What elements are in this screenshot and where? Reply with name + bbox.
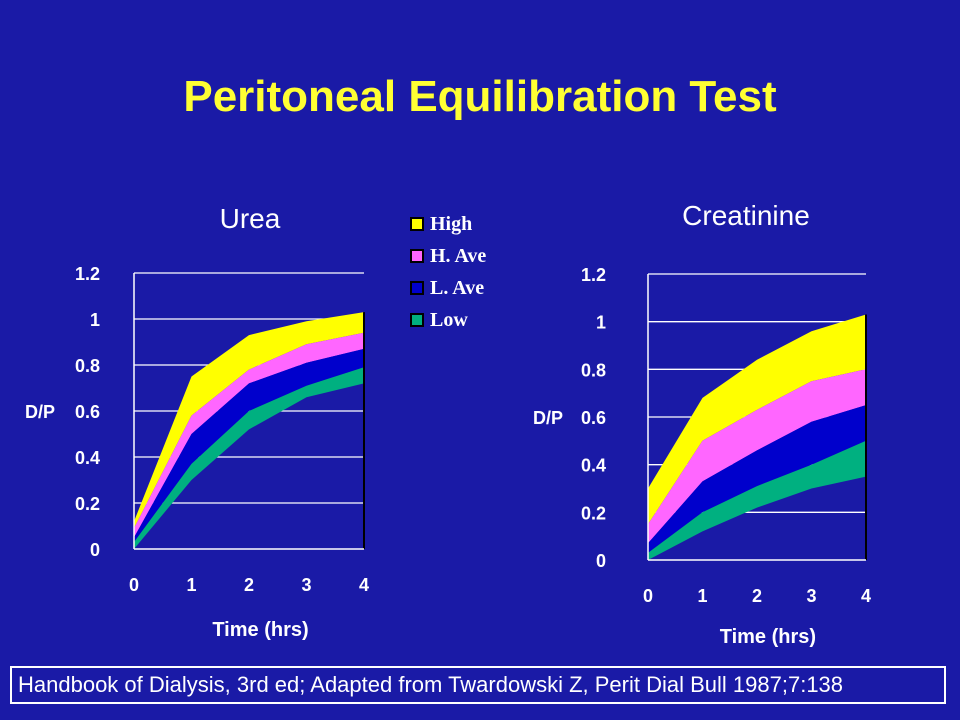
creatinine-band-l-ave — [648, 405, 866, 553]
urea-band-high — [134, 312, 364, 529]
legend-item-high: High — [410, 208, 486, 240]
urea-xtick-label: 0 — [129, 575, 139, 595]
urea-xtick-label: 1 — [186, 575, 196, 595]
creatinine-ylabel: D/P — [533, 408, 563, 428]
creatinine-xtick-label: 0 — [643, 586, 653, 606]
urea-ytick-label: 1 — [90, 310, 100, 330]
legend-item-h-ave: H. Ave — [410, 240, 486, 272]
creatinine-band-low — [648, 440, 866, 560]
legend-swatch-high — [410, 217, 424, 231]
legend: High H. Ave L. Ave Low — [410, 208, 486, 336]
urea-ytick-label: 1.2 — [75, 264, 100, 284]
legend-item-l-ave: L. Ave — [410, 272, 486, 304]
creatinine-xtick-label: 1 — [697, 586, 707, 606]
creatinine-ytick-label: 1 — [596, 313, 606, 333]
creatinine-ytick-label: 1.2 — [581, 265, 606, 285]
urea-ytick-label: 0 — [90, 540, 100, 560]
urea-ytick-label: 0.8 — [75, 356, 100, 376]
urea-chart: 0 0.2 0.4 0.6 0.8 1 1.2 0 1 2 3 4 D/P Time (hrs) Urea — [25, 203, 369, 641]
legend-swatch-low — [410, 313, 424, 327]
creatinine-ytick-label: 0.8 — [581, 360, 606, 380]
urea-band-h-ave — [134, 332, 364, 538]
urea-xlabel: Time (hrs) — [212, 619, 308, 641]
urea-xtick-label: 4 — [359, 575, 369, 595]
urea-ylabel: D/P — [25, 402, 55, 422]
urea-band-l-ave — [134, 348, 364, 543]
legend-label-l-ave: L. Ave — [430, 276, 485, 299]
legend-swatch-l-ave — [410, 281, 424, 295]
creatinine-ytick-label: 0 — [596, 551, 606, 571]
urea-ytick-label: 0.2 — [75, 494, 100, 514]
legend-label-h-ave: H. Ave — [430, 244, 487, 267]
urea-ytick-label: 0.4 — [75, 448, 100, 468]
creatinine-chart: 0 0.2 0.4 0.6 0.8 1 1.2 0 1 2 3 4 D/P Time (hrs) Creat… — [533, 200, 871, 648]
urea-band-low — [134, 367, 364, 549]
legend-label-high: High — [430, 212, 473, 235]
creatinine-xtick-label: 3 — [806, 586, 816, 606]
creatinine-band-h-ave — [648, 369, 866, 544]
creatinine-xlabel: Time (hrs) — [720, 626, 816, 648]
creatinine-ytick-label: 0.4 — [581, 456, 606, 476]
urea-xtick-label: 2 — [244, 575, 254, 595]
urea-ytick-label: 0.6 — [75, 402, 100, 422]
creatinine-ytick-label: 0.2 — [581, 503, 606, 523]
creatinine-band-high — [648, 314, 866, 525]
legend-item-low: Low — [410, 304, 486, 336]
creatinine-ytick-label: 0.6 — [581, 408, 606, 428]
source-citation: Handbook of Dialysis, 3rd ed; Adapted fr… — [10, 666, 946, 704]
creatinine-xtick-label: 2 — [752, 586, 762, 606]
creatinine-xtick-label: 4 — [861, 586, 871, 606]
creatinine-title: Creatinine — [682, 200, 810, 231]
legend-label-low: Low — [430, 308, 468, 331]
urea-xtick-label: 3 — [301, 575, 311, 595]
slide-title: Peritoneal Equilibration Test — [183, 72, 777, 121]
urea-title: Urea — [220, 203, 281, 234]
legend-swatch-h-ave — [410, 249, 424, 263]
